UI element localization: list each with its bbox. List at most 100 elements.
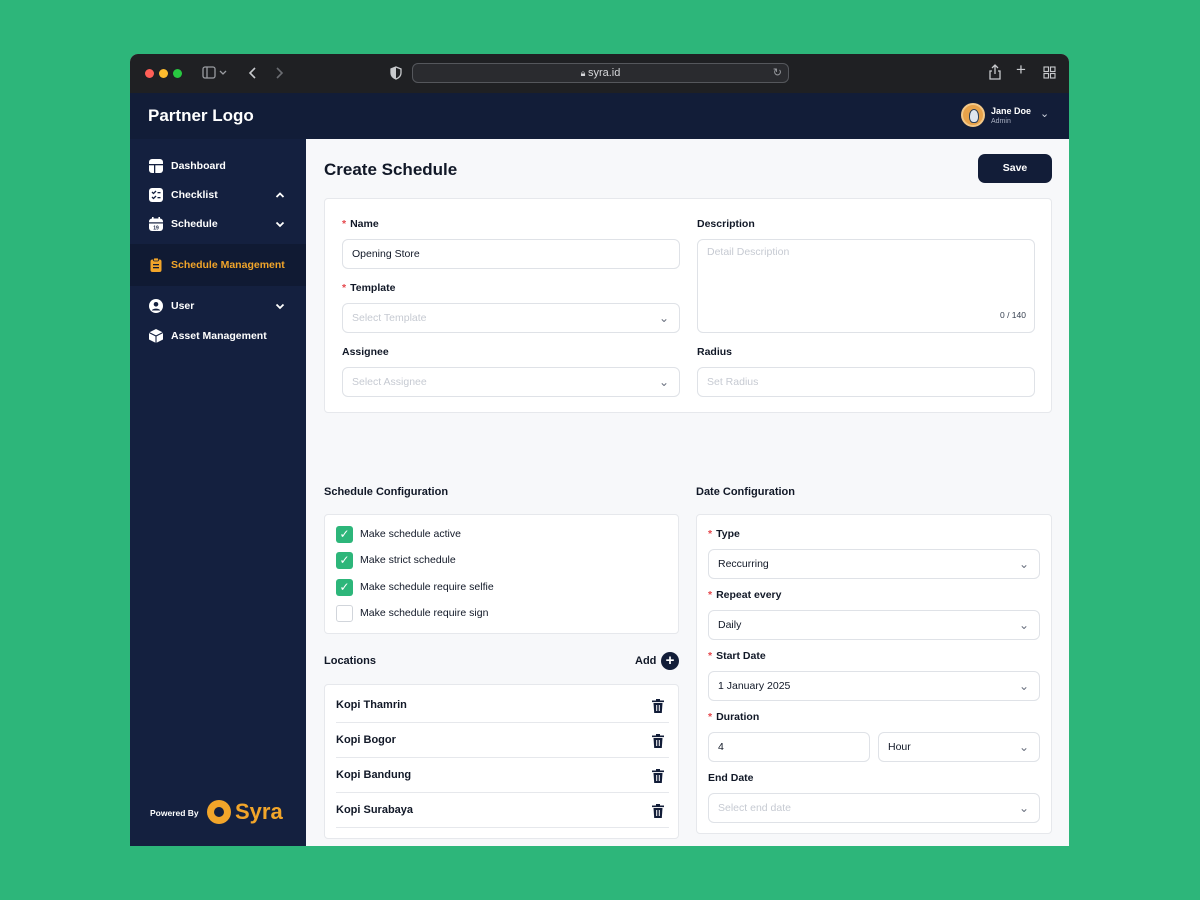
- url-bar[interactable]: 🔒︎ syra.id ↻: [412, 63, 789, 83]
- list-item: Kopi Bogor: [336, 723, 669, 758]
- location-name: Kopi Thamrin: [336, 699, 407, 711]
- clipboard-icon: [150, 258, 162, 272]
- checkbox-label: Make schedule active: [360, 528, 461, 540]
- description-label: Description: [697, 218, 755, 230]
- sidebar-item-asset-management[interactable]: Asset Management: [130, 321, 306, 350]
- shield-icon[interactable]: [390, 66, 402, 80]
- chevron-up-icon[interactable]: [275, 188, 285, 202]
- reload-icon[interactable]: ↻: [772, 67, 782, 79]
- locations-card: Kopi Thamrin Kopi Bogor Kopi Bandung Kop…: [324, 684, 679, 839]
- description-textarea[interactable]: Detail Description 0 / 140: [697, 239, 1035, 333]
- sidebar-item-schedule-management[interactable]: Schedule Management: [130, 244, 306, 286]
- date-config-card: * Type Reccurring ⌄ * Repeat every Daily ⌄ *…: [696, 514, 1052, 834]
- strict-checkbox[interactable]: ✓: [336, 552, 353, 569]
- save-button[interactable]: Save: [978, 154, 1052, 183]
- type-select[interactable]: Reccurring ⌄: [708, 549, 1040, 579]
- sidebar-item-schedule[interactable]: 19 Schedule: [130, 209, 306, 238]
- back-icon[interactable]: [248, 66, 258, 80]
- sidebar-item-user[interactable]: User: [130, 291, 306, 320]
- location-name: Kopi Bandung: [336, 769, 412, 781]
- trash-icon[interactable]: [652, 804, 664, 818]
- syra-logo-icon: [207, 800, 231, 824]
- calendar-icon: 19: [149, 216, 163, 231]
- checkbox-label: Make strict schedule: [360, 554, 456, 566]
- user-menu-chevron-down-icon[interactable]: ⌄: [1040, 108, 1050, 120]
- tab-grid-icon[interactable]: [1043, 66, 1056, 79]
- sidebar: Dashboard Checklist 19 Schedule Schedule…: [130, 139, 306, 846]
- page-title: Create Schedule: [324, 160, 458, 179]
- name-label: * Name: [342, 218, 379, 230]
- character-counter: 0 / 140: [1000, 310, 1026, 320]
- sidebar-item-label: Dashboard: [171, 159, 226, 172]
- sign-checkbox[interactable]: [336, 605, 353, 622]
- user-role: Admin: [991, 118, 1011, 125]
- trash-icon[interactable]: [652, 699, 664, 713]
- list-item: Kopi Bandung: [336, 758, 669, 793]
- radius-field[interactable]: Set Radius: [697, 367, 1035, 397]
- sidebar-item-checklist[interactable]: Checklist: [130, 180, 306, 209]
- general-info-card: * Name Opening Store * Template Select Tem…: [324, 198, 1052, 413]
- powered-by-label: Powered By: [150, 808, 199, 818]
- checklist-icon: [149, 187, 163, 202]
- forward-icon[interactable]: [274, 66, 284, 80]
- plus-icon[interactable]: +: [661, 652, 679, 670]
- chevron-down-icon: ⌄: [658, 375, 669, 389]
- new-tab-icon[interactable]: +: [1016, 60, 1026, 79]
- maximize-window-button[interactable]: [173, 69, 182, 78]
- name-field[interactable]: Opening Store: [342, 239, 680, 269]
- checkbox-label: Make schedule require selfie: [360, 581, 494, 593]
- dashboard-icon: [149, 158, 163, 173]
- main-content: Create Schedule Save * Name Opening Store…: [306, 139, 1069, 846]
- sidebar-item-dashboard[interactable]: Dashboard: [130, 151, 306, 180]
- add-location-link[interactable]: Add: [635, 655, 657, 667]
- start-date-select[interactable]: 1 January 2025 ⌄: [708, 671, 1040, 701]
- assignee-select[interactable]: Select Assignee ⌄: [342, 367, 680, 397]
- duration-label: * Duration: [708, 711, 760, 723]
- template-select[interactable]: Select Template ⌄: [342, 303, 680, 333]
- chevron-down-icon: ⌄: [1018, 679, 1029, 693]
- box-icon: [149, 328, 163, 343]
- chevron-down-icon[interactable]: [275, 217, 285, 231]
- type-label: * Type: [708, 528, 740, 540]
- browser-window: 🔒︎ syra.id ↻ + Partner Logo Jane Doe Adm…: [130, 54, 1069, 846]
- chevron-down-icon: ⌄: [1018, 740, 1029, 754]
- selfie-checkbox[interactable]: ✓: [336, 579, 353, 596]
- chevron-down-icon: ⌄: [1018, 801, 1029, 815]
- minimize-window-button[interactable]: [159, 69, 168, 78]
- assignee-label: Assignee: [342, 346, 389, 358]
- active-checkbox[interactable]: ✓: [336, 526, 353, 543]
- checkbox-label: Make schedule require sign: [360, 607, 489, 619]
- chevron-down-icon: ⌄: [1018, 557, 1029, 571]
- app-header: Partner Logo Jane Doe Admin ⌄: [130, 93, 1069, 139]
- chevron-down-icon: ⌄: [1018, 618, 1029, 632]
- end-date-select[interactable]: Select end date ⌄: [708, 793, 1040, 823]
- check-icon: ✓: [339, 527, 350, 541]
- sidebar-item-label: Schedule: [171, 217, 218, 230]
- chevron-down-icon[interactable]: [275, 299, 285, 313]
- template-label: * Template: [342, 282, 396, 294]
- partner-logo: Partner Logo: [148, 106, 254, 125]
- sidebar-item-label: Checklist: [171, 188, 218, 201]
- sidebar-item-label: Schedule Management: [171, 259, 285, 271]
- repeat-every-label: * Repeat every: [708, 589, 782, 601]
- repeat-every-select[interactable]: Daily ⌄: [708, 610, 1040, 640]
- close-window-button[interactable]: [145, 69, 154, 78]
- list-item: Kopi Surabaya: [336, 793, 669, 828]
- user-icon: [149, 298, 163, 313]
- schedule-config-card: ✓ Make schedule active ✓ Make strict sch…: [324, 514, 679, 634]
- list-item: Kopi Thamrin: [336, 688, 669, 723]
- trash-icon[interactable]: [652, 734, 664, 748]
- avatar[interactable]: [961, 103, 985, 127]
- trash-icon[interactable]: [652, 769, 664, 783]
- url-text: syra.id: [587, 67, 621, 79]
- locations-title: Locations: [324, 655, 376, 667]
- end-date-label: End Date: [708, 772, 754, 784]
- start-date-label: * Start Date: [708, 650, 766, 662]
- sidebar-item-label: Asset Management: [171, 329, 267, 342]
- duration-unit-select[interactable]: Hour ⌄: [878, 732, 1040, 762]
- user-name[interactable]: Jane Doe: [991, 106, 1032, 116]
- lock-icon: 🔒︎: [580, 68, 588, 78]
- share-icon[interactable]: [989, 64, 1001, 80]
- sidebar-toggle-icon[interactable]: [202, 66, 228, 80]
- duration-field[interactable]: 4: [708, 732, 870, 762]
